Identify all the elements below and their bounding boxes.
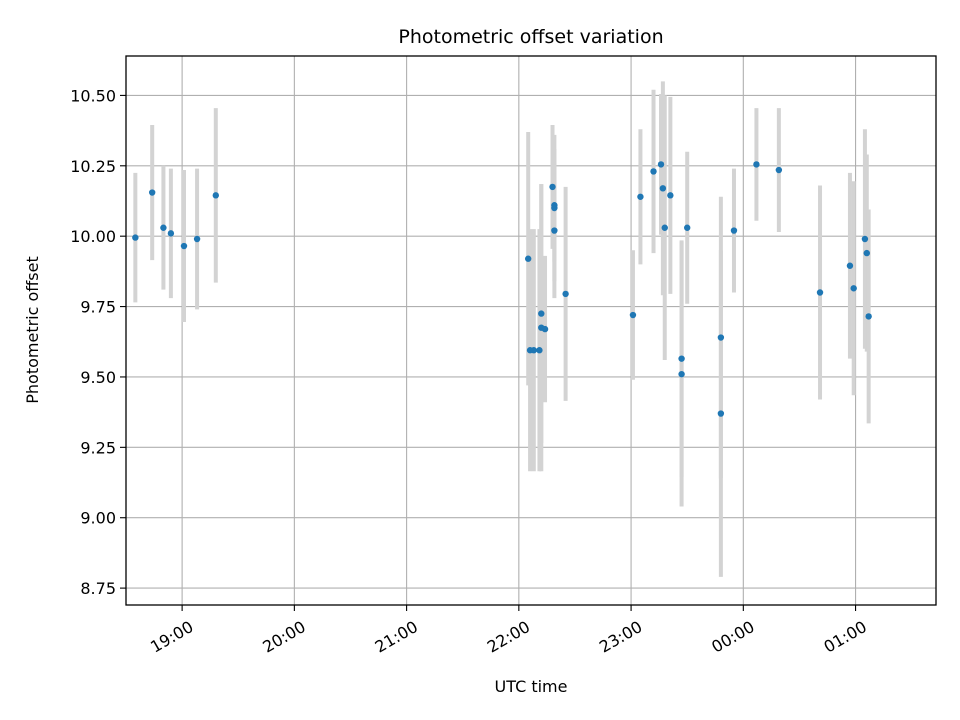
data-point xyxy=(684,224,691,231)
data-point xyxy=(193,235,201,243)
data-point xyxy=(524,255,532,262)
y-tick-label: 10.50 xyxy=(70,86,116,105)
y-tick-label: 9.50 xyxy=(80,368,116,387)
data-point xyxy=(661,224,668,231)
data-point xyxy=(717,410,725,417)
y-tick-label: 10.25 xyxy=(70,157,116,176)
y-tick-label: 9.25 xyxy=(80,438,116,457)
data-point xyxy=(865,313,872,320)
data-point xyxy=(678,370,685,378)
data-point xyxy=(753,161,760,168)
plot-frame xyxy=(125,55,937,606)
data-point xyxy=(846,262,854,269)
data-point xyxy=(530,347,538,354)
data-point xyxy=(659,185,667,192)
data-points xyxy=(132,161,872,417)
data-point xyxy=(212,192,219,199)
data-point xyxy=(637,193,644,200)
y-axis: 8.75 9.00 9.25 9.50 9.75 10.00 10.25 10.50 xyxy=(70,86,126,598)
x-axis-label: UTC time xyxy=(495,677,568,696)
data-point xyxy=(629,311,637,319)
data-point xyxy=(562,290,569,298)
data-point xyxy=(148,189,156,196)
data-point xyxy=(541,325,549,333)
chart-title: Photometric offset variation xyxy=(398,26,663,48)
data-point xyxy=(775,166,783,174)
data-point xyxy=(160,224,167,231)
data-point xyxy=(678,355,685,362)
data-point xyxy=(180,242,188,250)
data-point xyxy=(538,310,545,317)
data-point xyxy=(167,230,175,237)
data-point xyxy=(861,235,869,243)
data-point xyxy=(551,227,558,234)
data-point xyxy=(551,204,558,212)
data-point xyxy=(730,227,738,234)
data-point xyxy=(657,161,665,168)
y-axis-label: Photometric offset xyxy=(23,256,42,404)
data-point xyxy=(717,334,725,341)
data-point xyxy=(549,183,556,191)
data-point xyxy=(132,234,139,241)
data-point xyxy=(650,168,657,175)
data-point xyxy=(667,192,674,199)
y-tick-label: 9.75 xyxy=(80,298,116,317)
y-tick-label: 9.00 xyxy=(80,509,116,528)
data-point xyxy=(536,347,543,354)
data-point xyxy=(863,249,870,257)
y-tick-label: 8.75 xyxy=(80,579,116,598)
y-tick-label: 10.00 xyxy=(70,227,116,246)
data-point xyxy=(850,285,857,292)
data-point xyxy=(816,289,824,296)
